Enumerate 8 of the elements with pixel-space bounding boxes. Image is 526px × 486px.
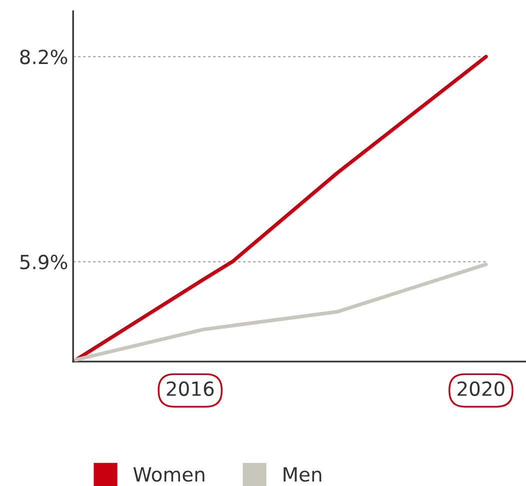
legend-label: Women bbox=[133, 467, 204, 482]
y-tick-label: 5.9% bbox=[20, 254, 68, 270]
line-series bbox=[74, 262, 488, 362]
x-tick-label: 2016 bbox=[166, 381, 214, 396]
y-tick-label: 8.2% bbox=[20, 50, 68, 64]
legend-label: Men bbox=[284, 467, 322, 482]
x-tick-label: 2020 bbox=[458, 381, 504, 396]
line-series bbox=[74, 54, 488, 362]
